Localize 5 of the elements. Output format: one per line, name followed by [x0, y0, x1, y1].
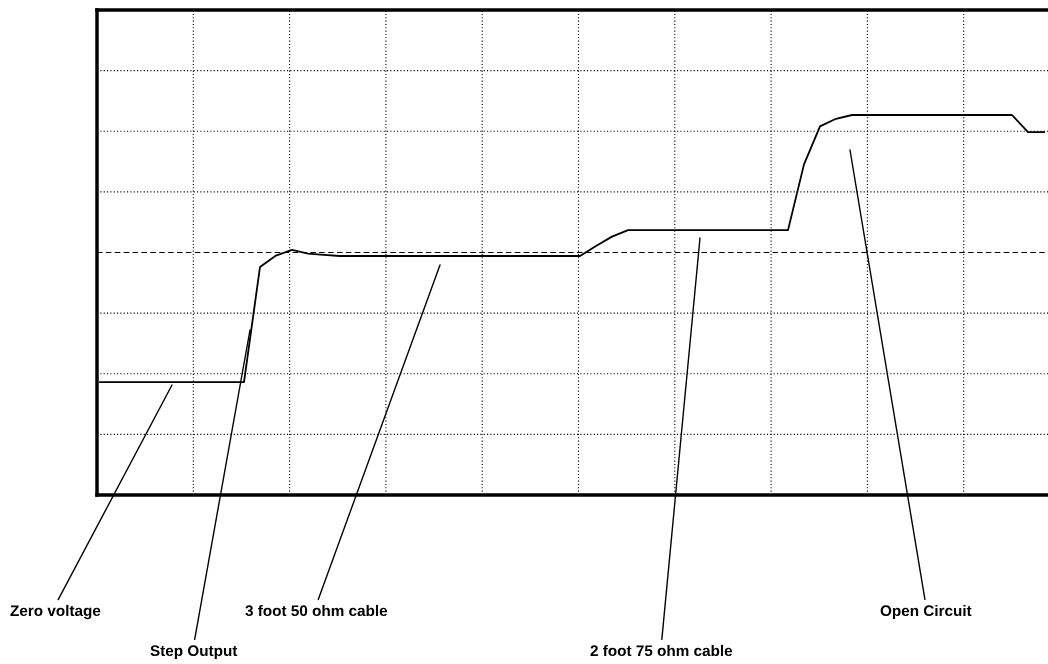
text: Open Circuit: [880, 604, 972, 620]
text: Step Output: [150, 645, 238, 660]
text: 2 foot 75 ohm cable: [590, 644, 733, 657]
text: 3 foot 50 ohm cable: [245, 604, 388, 617]
text: Zero voltage: [10, 604, 101, 620]
